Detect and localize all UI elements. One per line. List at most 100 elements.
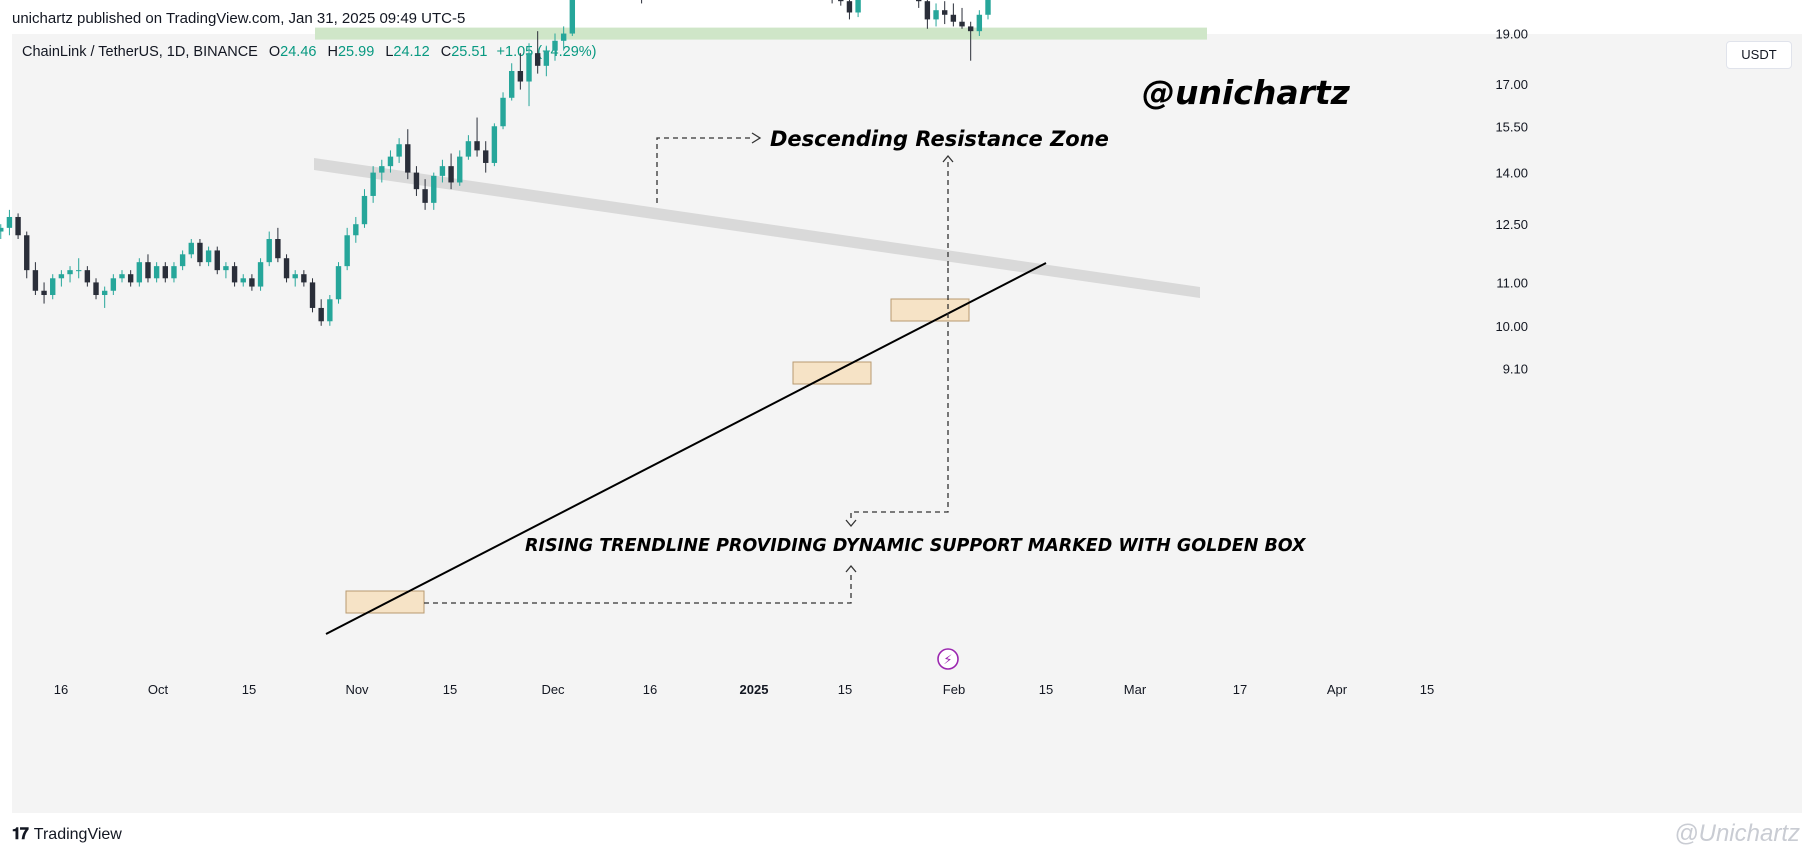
x-tick-label: Feb	[943, 682, 965, 697]
tradingview-wordmark: TradingView	[33, 826, 122, 843]
lightning-icon	[937, 648, 959, 670]
candle-up	[171, 266, 177, 279]
candle-up	[58, 274, 65, 279]
candle-down	[950, 14, 957, 22]
candle-down	[942, 10, 948, 15]
y-tick-label: 19.00	[1495, 27, 1528, 42]
candle-down	[301, 274, 307, 283]
candle-down	[474, 141, 480, 151]
candle-up	[136, 262, 143, 283]
x-tick-label: 15	[1420, 682, 1434, 697]
candle-up	[543, 50, 550, 66]
candle-down	[405, 144, 411, 173]
candle-up	[439, 166, 446, 176]
candle-down	[534, 53, 541, 66]
tradingview-logo-icon: 𝟏𝟕	[12, 826, 29, 843]
candle-down	[41, 290, 47, 295]
candle-up	[569, 0, 576, 34]
close-label: C	[440, 44, 452, 60]
open-value: 24.46	[280, 44, 317, 60]
candle-up	[335, 266, 342, 300]
brand-annotation: @unichartz	[1142, 73, 1351, 112]
candle-up	[292, 274, 298, 279]
watermark: @Unichartz	[1674, 820, 1800, 847]
descending-resistance-zone	[314, 158, 1200, 298]
candle-up	[379, 166, 385, 173]
candle-up	[976, 14, 983, 32]
rising-trendline	[325, 262, 1047, 635]
candle-up	[552, 40, 558, 51]
resistance-label: Descending Resistance Zone	[770, 127, 1109, 151]
candle-down	[84, 270, 91, 283]
support-zone	[315, 27, 1207, 40]
candle-up	[188, 242, 194, 255]
candle-up	[396, 144, 402, 157]
candle-down	[309, 282, 316, 308]
candle-down	[959, 21, 965, 27]
x-tick-label: 16	[54, 682, 68, 697]
candle-up	[457, 156, 463, 183]
left-connector-line	[424, 572, 852, 604]
open-label: O	[268, 44, 281, 60]
candle-up	[223, 266, 229, 271]
high-label: H	[327, 44, 338, 60]
candle-down	[24, 235, 30, 271]
candle-up	[491, 126, 498, 163]
y-tick-label: 12.50	[1495, 217, 1528, 232]
candle-down	[838, 0, 844, 2]
x-axis: 16 Oct 15 Nov 15 Dec 16 2025 15 Feb 15 Mar 17 Apr 15	[54, 682, 1434, 697]
x-tick-label: 16	[643, 682, 657, 697]
candle-up	[500, 97, 506, 127]
x-tick-label: Oct	[148, 682, 169, 697]
y-tick-label: 11.00	[1496, 275, 1528, 290]
arrow-head-icon	[942, 154, 954, 163]
candle-up	[76, 270, 82, 272]
candle-down	[145, 262, 151, 279]
x-tick-label: 2025	[740, 682, 769, 697]
candle-down	[517, 70, 524, 82]
candle-up	[465, 141, 472, 157]
golden-box	[890, 298, 970, 322]
x-tick-label: Apr	[1327, 682, 1348, 697]
candle-down	[127, 274, 134, 283]
x-tick-label: Nov	[345, 682, 369, 697]
candle-up	[370, 172, 376, 196]
chart-frame[interactable]	[12, 34, 1802, 813]
tradingview-brand[interactable]: 𝟏𝟕 TradingView	[12, 826, 122, 844]
candle-up	[6, 216, 13, 228]
x-tick-label: 15	[242, 682, 256, 697]
symbol-legend: ChainLink / TetherUS, 1D, BINANCE O24.46…	[22, 44, 597, 60]
candle-down	[846, 1, 853, 13]
candle-up	[560, 33, 567, 41]
publisher-line: unichartz published on TradingView.com, …	[12, 10, 466, 27]
candles-layer	[0, 0, 991, 326]
candle-down	[413, 172, 420, 190]
candle-down	[32, 270, 39, 291]
candle-up	[0, 227, 4, 232]
y-tick-label: 15.50	[1495, 119, 1528, 134]
candle-up	[431, 175, 437, 203]
candle-up	[101, 290, 108, 295]
low-label: L	[385, 44, 394, 60]
symbol-name[interactable]: ChainLink / TetherUS, 1D, BINANCE	[22, 44, 258, 60]
candle-up	[526, 53, 532, 82]
candle-up	[205, 250, 212, 263]
close-value: 25.51	[451, 44, 488, 60]
candle-down	[275, 239, 281, 259]
currency-button[interactable]: USDT	[1726, 41, 1792, 69]
candle-down	[967, 26, 974, 32]
candle-down	[162, 266, 168, 279]
candle-up	[153, 266, 160, 279]
candle-up	[353, 224, 359, 236]
arrow-head-icon	[845, 564, 857, 573]
y-tick-label: 14.00	[1495, 166, 1528, 181]
y-tick-label: 10.00	[1495, 319, 1528, 334]
lightning-glyph-icon: ⚡	[943, 653, 952, 668]
x-tick-label: 15	[838, 682, 852, 697]
candle-down	[448, 166, 454, 183]
low-value: 24.12	[393, 44, 430, 60]
candle-up	[266, 239, 272, 263]
y-tick-label: 9.10	[1503, 362, 1528, 377]
candle-down	[283, 258, 290, 279]
